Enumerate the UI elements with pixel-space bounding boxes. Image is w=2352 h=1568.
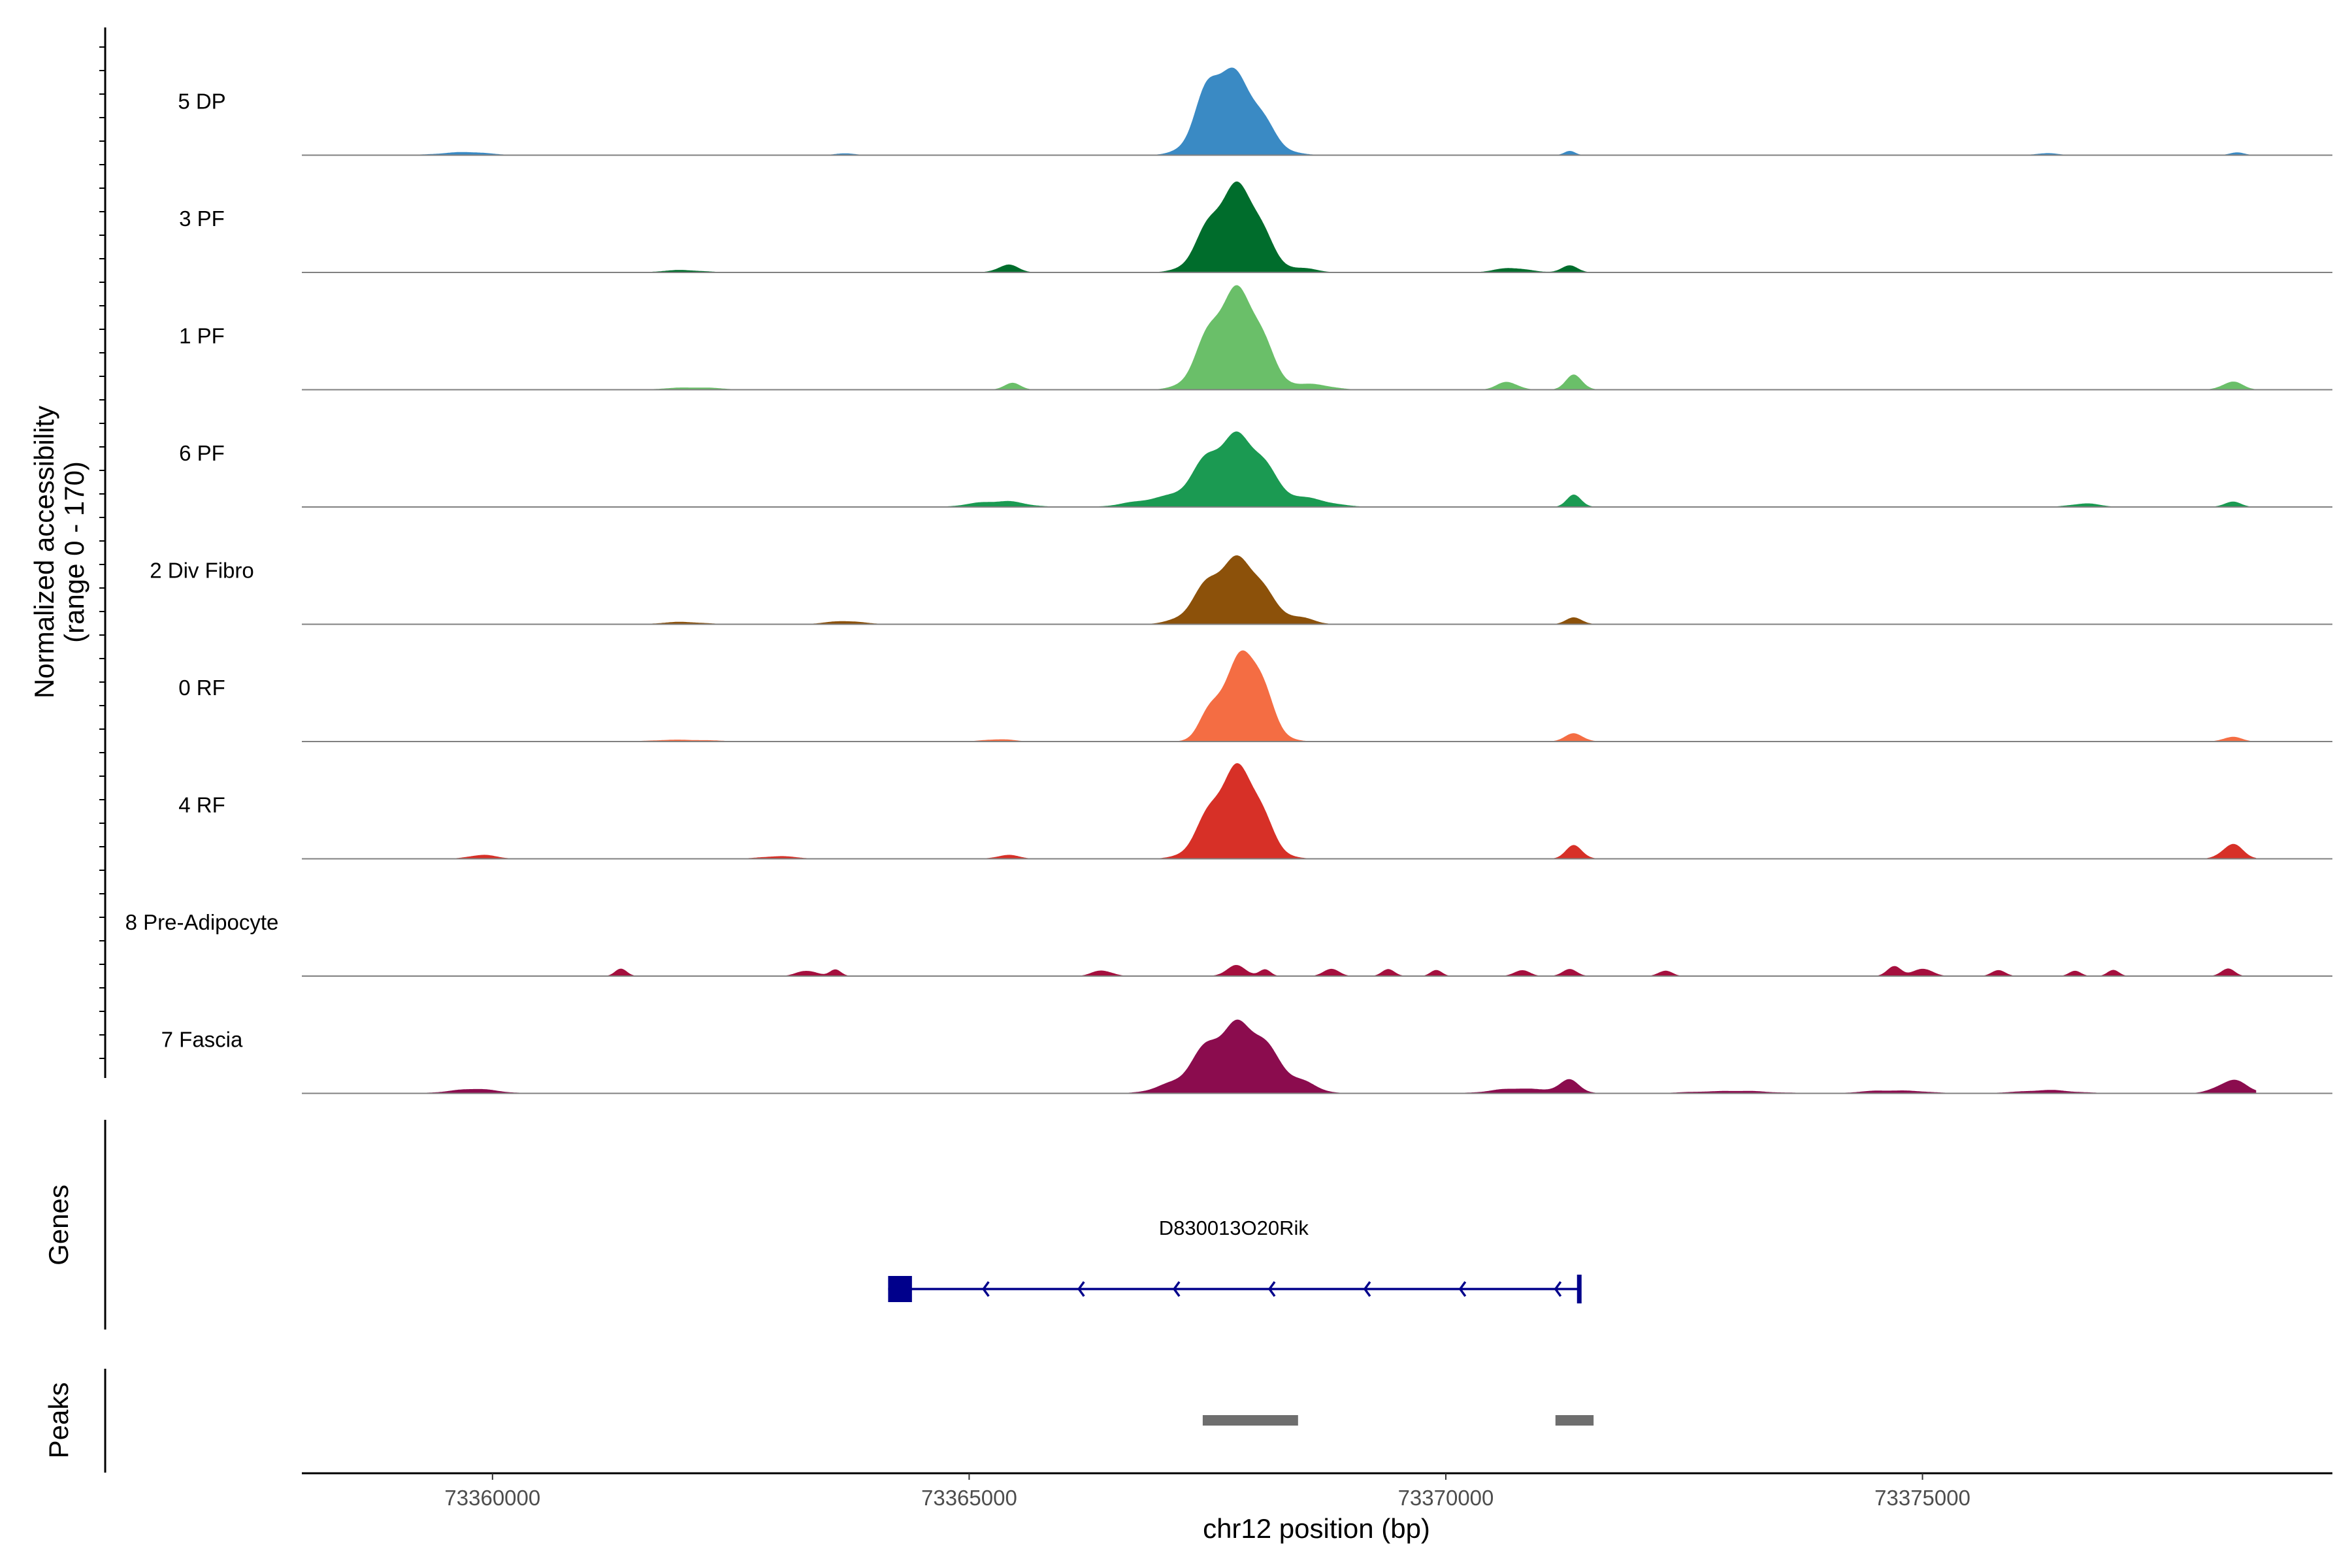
- coverage-area: [302, 285, 2257, 390]
- coverage-area: [302, 555, 2257, 625]
- genes-panel-label: Genes: [43, 1184, 74, 1266]
- track-8-pre-adipocyte: 8 Pre-Adipocyte: [125, 910, 2332, 977]
- coverage-area: [302, 431, 2257, 507]
- coverage-area: [302, 965, 2257, 976]
- track-5-dp: 5 DP: [178, 67, 2332, 156]
- y-axis-title: Normalized accessibility: [29, 406, 59, 698]
- track-label: 6 PF: [179, 441, 225, 465]
- x-tick-label: 73365000: [921, 1486, 1017, 1510]
- track-2-div-fibro: 2 Div Fibro: [150, 555, 2332, 625]
- strand-arrow: [982, 1281, 990, 1298]
- coverage-area: [302, 181, 2257, 272]
- track-4-rf: 4 RF: [178, 763, 2332, 860]
- x-tick-label: 73370000: [1398, 1486, 1494, 1510]
- strand-arrow: [1267, 1281, 1276, 1298]
- track-3-pf: 3 PF: [179, 181, 2332, 273]
- track-label: 4 RF: [178, 793, 225, 817]
- gene-track: D830013O20Rik: [888, 1217, 1582, 1303]
- track-label: 5 DP: [178, 90, 225, 114]
- strand-arrow: [1554, 1281, 1562, 1298]
- peak-track: [1202, 1415, 1594, 1426]
- track-7-fascia: 7 Fascia: [161, 1019, 2332, 1094]
- track-label: 3 PF: [179, 206, 225, 231]
- track-1-pf: 1 PF: [179, 285, 2332, 391]
- x-axis-ticks: 73360000 73365000 73370000 73375000: [444, 1473, 1970, 1510]
- strand-arrow: [1363, 1281, 1371, 1298]
- coverage-area: [302, 763, 2257, 859]
- coverage-area: [302, 1019, 2257, 1094]
- y-axis-subtitle: (range 0 - 170): [59, 461, 90, 643]
- coverage-tracks: 5 DP 3 PF 1 PF 6 PF 2 Div Fibro 0 RF 4 RF 8 Pre…: [125, 67, 2332, 1094]
- track-label: 8 Pre-Adipocyte: [125, 910, 279, 934]
- track-label: 7 Fascia: [161, 1028, 243, 1052]
- strand-arrow: [1077, 1281, 1085, 1298]
- y-axis-ticks: [99, 46, 105, 1059]
- coverage-area: [302, 650, 2257, 742]
- track-label: 2 Div Fibro: [150, 559, 254, 583]
- peaks-panel-label: Peaks: [43, 1382, 74, 1459]
- gene-name-label: D830013O20Rik: [1159, 1217, 1309, 1239]
- coverage-area: [302, 67, 2257, 155]
- peak-region: [1555, 1415, 1594, 1426]
- strand-arrow: [1458, 1281, 1467, 1298]
- strand-arrow: [1172, 1281, 1181, 1298]
- gene-exon: [888, 1276, 912, 1302]
- x-tick-label: 73375000: [1874, 1486, 1970, 1510]
- track-label: 1 PF: [179, 324, 225, 348]
- track-label: 0 RF: [178, 676, 225, 700]
- x-tick-label: 73360000: [444, 1486, 540, 1510]
- track-0-rf: 0 RF: [178, 650, 2332, 742]
- track-6-pf: 6 PF: [179, 431, 2332, 508]
- y-axis: [99, 27, 106, 1078]
- x-axis-title: chr12 position (bp): [1203, 1513, 1430, 1544]
- peak-region: [1202, 1415, 1298, 1426]
